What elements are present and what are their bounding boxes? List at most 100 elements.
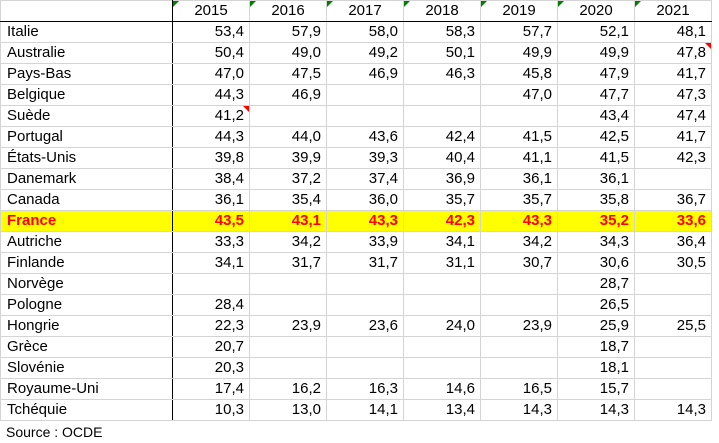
value-cell[interactable]: 46,9 (249, 84, 327, 106)
value-cell[interactable]: 23,6 (326, 315, 404, 337)
value-cell[interactable]: 14,3 (557, 399, 635, 421)
value-cell[interactable]: 48,1 (634, 21, 712, 43)
country-cell[interactable]: Slovénie (0, 357, 173, 379)
value-cell[interactable]: 43,4 (557, 105, 635, 127)
value-cell[interactable]: 33,9 (326, 231, 404, 253)
value-cell[interactable] (403, 294, 481, 316)
country-cell[interactable]: Australie (0, 42, 173, 64)
value-cell[interactable]: 25,5 (634, 315, 712, 337)
value-cell[interactable] (249, 336, 327, 358)
value-cell[interactable]: 37,2 (249, 168, 327, 190)
value-cell[interactable]: 30,6 (557, 252, 635, 274)
value-cell[interactable] (634, 273, 712, 295)
value-cell[interactable] (326, 294, 404, 316)
value-cell[interactable]: 39,8 (172, 147, 250, 169)
country-cell[interactable]: France (0, 210, 173, 232)
value-cell[interactable]: 35,7 (480, 189, 558, 211)
value-cell[interactable]: 58,3 (403, 21, 481, 43)
country-cell[interactable]: Danemark (0, 168, 173, 190)
country-cell[interactable]: Suède (0, 105, 173, 127)
country-cell[interactable]: Autriche (0, 231, 173, 253)
value-cell[interactable] (326, 273, 404, 295)
value-cell[interactable]: 14,3 (480, 399, 558, 421)
value-cell[interactable] (634, 336, 712, 358)
value-cell[interactable]: 34,2 (480, 231, 558, 253)
value-cell[interactable] (249, 273, 327, 295)
value-cell[interactable]: 52,1 (557, 21, 635, 43)
value-cell[interactable]: 13,4 (403, 399, 481, 421)
value-cell[interactable]: 47,4 (634, 105, 712, 127)
value-cell[interactable] (403, 336, 481, 358)
value-cell[interactable]: 16,3 (326, 378, 404, 400)
value-cell[interactable]: 41,2 (172, 105, 250, 127)
value-cell[interactable]: 36,1 (172, 189, 250, 211)
value-cell[interactable]: 36,7 (634, 189, 712, 211)
value-cell[interactable]: 36,1 (480, 168, 558, 190)
country-cell[interactable]: Royaume-Uni (0, 378, 173, 400)
value-cell[interactable]: 41,5 (480, 126, 558, 148)
value-cell[interactable] (403, 357, 481, 379)
value-cell[interactable]: 43,1 (249, 210, 327, 232)
value-cell[interactable]: 23,9 (249, 315, 327, 337)
value-cell[interactable] (634, 357, 712, 379)
year-header-cell[interactable]: 2015 (172, 0, 250, 22)
value-cell[interactable]: 26,5 (557, 294, 635, 316)
value-cell[interactable] (480, 273, 558, 295)
value-cell[interactable]: 35,2 (557, 210, 635, 232)
value-cell[interactable]: 14,3 (634, 399, 712, 421)
value-cell[interactable]: 43,3 (480, 210, 558, 232)
value-cell[interactable] (172, 273, 250, 295)
value-cell[interactable]: 42,3 (634, 147, 712, 169)
value-cell[interactable]: 31,7 (249, 252, 327, 274)
value-cell[interactable]: 39,3 (326, 147, 404, 169)
value-cell[interactable]: 36,9 (403, 168, 481, 190)
value-cell[interactable] (480, 357, 558, 379)
value-cell[interactable]: 36,0 (326, 189, 404, 211)
value-cell[interactable]: 49,9 (557, 42, 635, 64)
year-header-cell[interactable]: 2021 (634, 0, 712, 22)
value-cell[interactable]: 22,3 (172, 315, 250, 337)
value-cell[interactable] (249, 357, 327, 379)
value-cell[interactable]: 50,4 (172, 42, 250, 64)
value-cell[interactable] (326, 84, 404, 106)
country-cell[interactable]: Norvège (0, 273, 173, 295)
year-header-cell[interactable]: 2018 (403, 0, 481, 22)
value-cell[interactable] (634, 168, 712, 190)
value-cell[interactable]: 41,1 (480, 147, 558, 169)
value-cell[interactable]: 36,4 (634, 231, 712, 253)
value-cell[interactable]: 35,4 (249, 189, 327, 211)
value-cell[interactable]: 15,7 (557, 378, 635, 400)
value-cell[interactable]: 33,3 (172, 231, 250, 253)
header-corner-cell[interactable] (0, 0, 173, 22)
value-cell[interactable]: 14,1 (326, 399, 404, 421)
value-cell[interactable]: 43,6 (326, 126, 404, 148)
year-header-cell[interactable]: 2016 (249, 0, 327, 22)
country-cell[interactable]: Italie (0, 21, 173, 43)
value-cell[interactable]: 44,3 (172, 126, 250, 148)
value-cell[interactable]: 34,1 (172, 252, 250, 274)
value-cell[interactable] (326, 105, 404, 127)
value-cell[interactable]: 42,3 (403, 210, 481, 232)
value-cell[interactable] (480, 105, 558, 127)
value-cell[interactable]: 46,3 (403, 63, 481, 85)
country-cell[interactable]: Hongrie (0, 315, 173, 337)
value-cell[interactable]: 28,4 (172, 294, 250, 316)
value-cell[interactable]: 53,4 (172, 21, 250, 43)
country-cell[interactable]: Finlande (0, 252, 173, 274)
value-cell[interactable]: 30,5 (634, 252, 712, 274)
value-cell[interactable] (249, 105, 327, 127)
value-cell[interactable]: 58,0 (326, 21, 404, 43)
value-cell[interactable]: 47,3 (634, 84, 712, 106)
value-cell[interactable]: 35,7 (403, 189, 481, 211)
value-cell[interactable]: 31,7 (326, 252, 404, 274)
value-cell[interactable]: 16,5 (480, 378, 558, 400)
value-cell[interactable]: 47,9 (557, 63, 635, 85)
value-cell[interactable]: 49,9 (480, 42, 558, 64)
value-cell[interactable]: 36,1 (557, 168, 635, 190)
value-cell[interactable]: 47,8 (634, 42, 712, 64)
value-cell[interactable]: 37,4 (326, 168, 404, 190)
value-cell[interactable]: 38,4 (172, 168, 250, 190)
value-cell[interactable] (634, 378, 712, 400)
value-cell[interactable]: 40,4 (403, 147, 481, 169)
value-cell[interactable]: 49,0 (249, 42, 327, 64)
